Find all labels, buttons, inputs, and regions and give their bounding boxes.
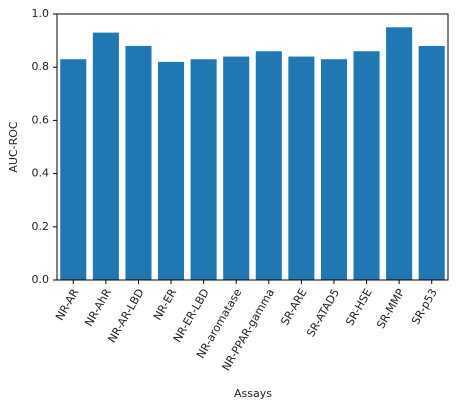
y-tick-label: 0.0 <box>32 273 50 286</box>
x-tick-label: SR-p53 <box>409 287 440 327</box>
x-tick-label: SR-ATAD5 <box>304 286 342 339</box>
bar <box>288 56 315 281</box>
bar <box>320 59 347 280</box>
bar <box>255 51 282 280</box>
plot-frame <box>56 13 449 281</box>
bar <box>223 56 250 281</box>
y-axis-label: AUC-ROC <box>7 121 20 173</box>
x-axis-label: Assays <box>234 387 272 400</box>
bar <box>190 59 217 280</box>
y-tick-label: 0.6 <box>32 113 50 126</box>
x-tick-label: NR-ER <box>151 286 179 322</box>
bar <box>353 51 380 280</box>
bar <box>158 61 185 280</box>
bar <box>92 32 119 281</box>
x-tick-label: SR-HSE <box>343 286 374 327</box>
y-tick-label: 0.2 <box>32 220 50 233</box>
bar <box>418 45 445 280</box>
bar <box>125 45 152 280</box>
x-tick-label: SR-MMP <box>374 286 407 331</box>
bar <box>60 59 87 280</box>
y-tick-label: 1.0 <box>32 7 50 20</box>
bar <box>386 27 413 280</box>
y-tick-label: 0.8 <box>32 60 50 73</box>
y-tick-label: 0.4 <box>32 167 50 180</box>
x-tick-label: NR-AhR <box>82 286 114 329</box>
x-tick-label: NR-AR <box>53 286 82 323</box>
x-tick-label: SR-ARE <box>278 286 309 327</box>
